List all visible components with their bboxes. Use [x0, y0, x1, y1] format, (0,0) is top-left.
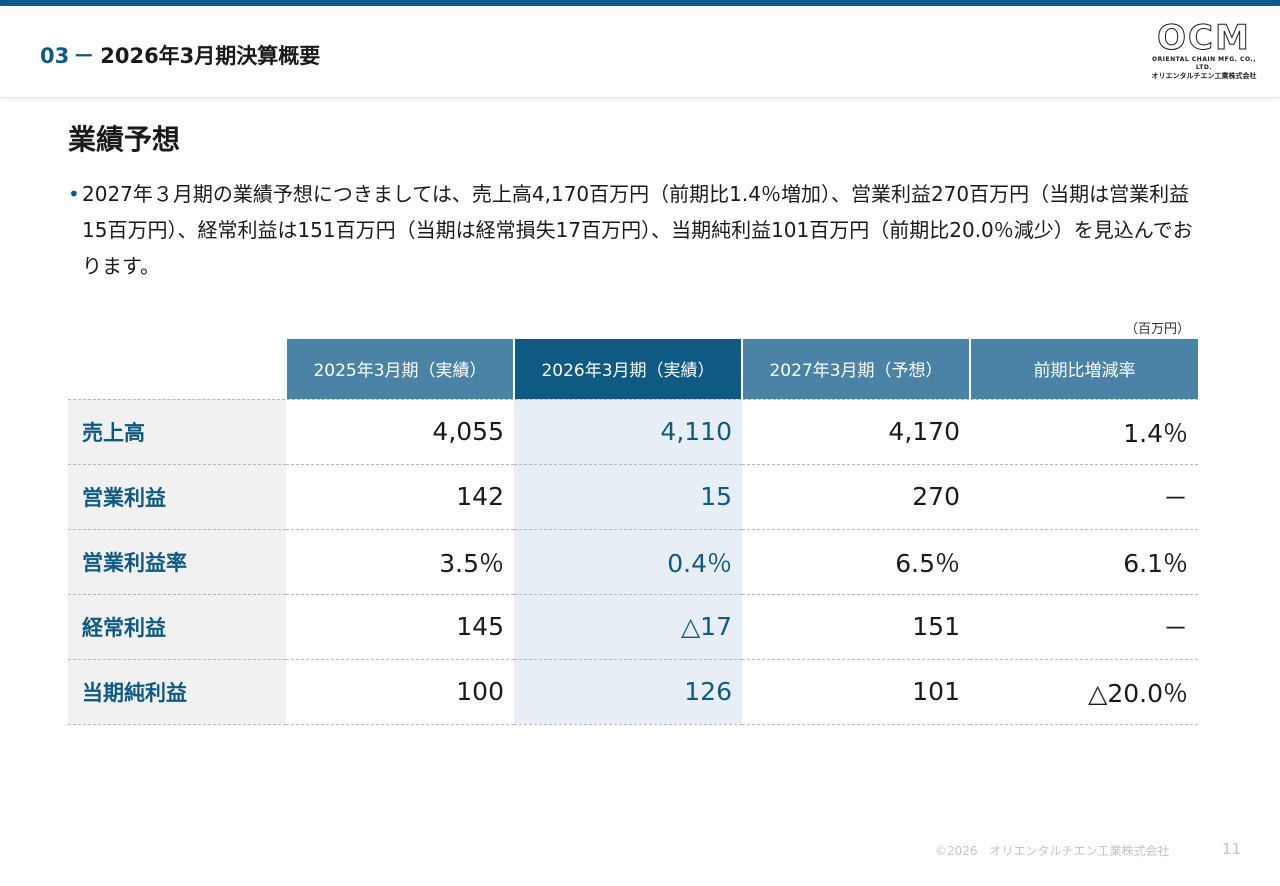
- logo-japanese-name: オリエンタルチエン工業株式会社: [1151, 72, 1257, 80]
- table-row: 経常利益 145 △17 151 －: [68, 594, 1198, 660]
- section-title-text: 2026年3月期決算概要: [100, 44, 321, 68]
- logo-mark: OCM: [1157, 18, 1251, 58]
- table-row: 当期純利益 100 126 101 △20.0％: [68, 659, 1198, 725]
- header-blank-cell: [68, 339, 287, 399]
- table-cell: 6.5％: [742, 529, 970, 595]
- table-cell: 0.4％: [514, 529, 742, 595]
- row-label: 営業利益: [68, 464, 286, 530]
- row-label: 当期純利益: [68, 659, 286, 725]
- table-cell: 1.4％: [970, 398, 1198, 465]
- page-header: 03 － 2026年3月期決算概要 OCM ORIENTAL CHAIN MFG. …: [0, 6, 1280, 98]
- table-cell: 142: [286, 464, 514, 530]
- table-cell: 6.1％: [970, 529, 1198, 595]
- page-number: 11: [1222, 840, 1242, 858]
- top-accent-bar: [0, 0, 1280, 6]
- column-header: 前期比増減率: [970, 339, 1198, 399]
- column-header: 2027年3月期（予想）: [742, 339, 971, 399]
- table-cell: △17: [514, 594, 742, 660]
- table-cell: －: [970, 464, 1198, 530]
- table-cell: 151: [742, 594, 970, 660]
- table-cell: 4,055: [286, 398, 514, 465]
- table-cell: 126: [514, 659, 742, 725]
- table-cell: 100: [286, 659, 514, 725]
- summary-bullet: • 2027年３月期の業績予想につきましては、売上高4,170百万円（前期比1.…: [68, 176, 1208, 284]
- table-row: 売上高 4,055 4,110 4,170 1.4％: [68, 398, 1198, 465]
- table-cell: 101: [742, 659, 970, 725]
- table-cell: 15: [514, 464, 742, 530]
- logo-english-name: ORIENTAL CHAIN MFG. CO., LTD.: [1152, 56, 1256, 71]
- summary-text: 2027年３月期の業績予想につきましては、売上高4,170百万円（前期比1.4％…: [82, 182, 1193, 278]
- copyright-notice: ©2026 オリエンタルチエン工業株式会社: [935, 844, 1170, 858]
- section-title: 03 － 2026年3月期決算概要: [40, 40, 320, 70]
- row-label: 経常利益: [68, 594, 286, 660]
- table-cell: 4,110: [514, 398, 742, 465]
- row-label: 売上高: [68, 398, 286, 465]
- company-logo: OCM ORIENTAL CHAIN MFG. CO., LTD. オリエンタル…: [1150, 18, 1258, 81]
- table-cell: 270: [742, 464, 970, 530]
- bullet-dot: •: [68, 182, 80, 206]
- table-row: 営業利益率 3.5％ 0.4％ 6.5％ 6.1％: [68, 529, 1198, 595]
- table-row: 営業利益 142 15 270 －: [68, 464, 1198, 530]
- column-header: 2026年3月期（実績）: [514, 339, 743, 399]
- table-cell: 4,170: [742, 398, 970, 465]
- table-cell: 145: [286, 594, 514, 660]
- column-header: 2025年3月期（実績）: [286, 339, 515, 399]
- row-label: 営業利益率: [68, 529, 286, 595]
- section-dash: －: [73, 44, 95, 68]
- table-cell: －: [970, 594, 1198, 660]
- table-cell: 3.5％: [286, 529, 514, 595]
- section-number: 03: [40, 44, 70, 68]
- unit-label: （百万円）: [1124, 322, 1190, 337]
- forecast-table: 2025年3月期（実績） 2026年3月期（実績） 2027年3月期（予想） 前…: [68, 339, 1198, 725]
- table-header-row: 2025年3月期（実績） 2026年3月期（実績） 2027年3月期（予想） 前…: [68, 339, 1198, 399]
- table-cell: △20.0％: [970, 659, 1198, 725]
- page-heading: 業績予想: [68, 123, 181, 156]
